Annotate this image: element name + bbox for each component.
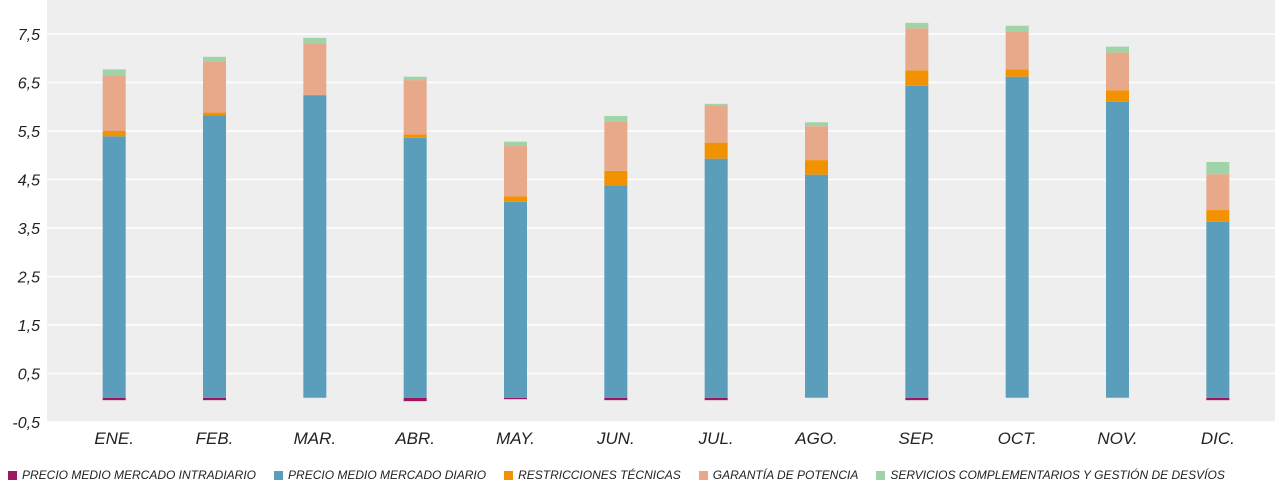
bar-segment (203, 115, 226, 398)
bar-segment (203, 56, 226, 62)
bar-segment (303, 95, 327, 398)
bar-segment (403, 80, 427, 135)
bar-segment (704, 105, 728, 143)
bar-segment (604, 170, 628, 186)
bar-segment (805, 122, 828, 127)
bar-segment (504, 141, 527, 147)
bar-segment (604, 185, 628, 398)
legend-swatch (8, 470, 17, 480)
bar-segment (504, 196, 527, 202)
bar-segment (1005, 76, 1029, 398)
x-axis: ENE. FEB. MAR. ABR. MAY. JUN. JUL. AGO. SEP. OCT.… (94, 429, 1235, 448)
bar-segment (1106, 46, 1129, 53)
x-tick-label: FEB. (196, 429, 234, 448)
legend-item: PRECIO MEDIO MERCADO INTRADIARIO (8, 468, 256, 482)
bar-segment (805, 160, 828, 175)
x-tick-label: MAY. (496, 429, 535, 448)
y-tick-label: 0,5 (18, 367, 40, 384)
y-tick-label: 5,5 (18, 124, 40, 141)
bar-segment (604, 121, 628, 171)
legend-swatch (876, 470, 886, 480)
bar-segment (1206, 221, 1230, 398)
bar-segment (905, 397, 929, 401)
y-tick-label: 2,5 (17, 270, 40, 287)
bar-segment (704, 158, 728, 398)
x-tick-label: ABR. (394, 429, 435, 448)
bar-segment (403, 397, 427, 402)
bar-segment (102, 131, 126, 137)
y-tick-label: 4,5 (18, 173, 40, 190)
bar-segment (604, 115, 628, 122)
bar-segment (704, 397, 728, 401)
plot-area (47, 0, 1275, 422)
chart: -0,5 0,5 1,5 2,5 3,5 4,5 5,5 6,5 7,5 ENE. FEB. MAR… (12, 0, 1275, 448)
legend: PRECIO MEDIO MERCADO INTRADIARIO PRECIO M… (8, 466, 1243, 484)
bar-segment (1106, 90, 1129, 102)
bar-segment (403, 134, 427, 138)
bar-segment (403, 137, 427, 398)
bar-segment (905, 85, 929, 398)
bar-segment (504, 201, 527, 398)
bar-segment (102, 136, 126, 398)
x-tick-label: ENE. (94, 429, 134, 448)
gridlines (47, 33, 1275, 423)
bar-segment (805, 126, 828, 161)
bar-segment (504, 146, 527, 197)
bar-segment (504, 397, 527, 400)
bar-segment (303, 37, 327, 44)
bar-segment (303, 43, 327, 96)
x-tick-label: SEP. (899, 429, 936, 448)
x-tick-label: OCT. (998, 429, 1037, 448)
bar-segment (102, 397, 126, 401)
bar-segment (1206, 397, 1230, 401)
bar-segment (1206, 174, 1230, 211)
bar-segment (1206, 162, 1230, 175)
bar-segment (1005, 69, 1029, 77)
legend-label: RESTRICCIONES TÉCNICAS (518, 468, 681, 482)
x-tick-label: MAR. (294, 429, 337, 448)
legend-label: PRECIO MEDIO MERCADO INTRADIARIO (22, 468, 257, 482)
legend-item: GARANTÍA DE POTENCIA (698, 468, 859, 482)
x-tick-label: JUN. (596, 429, 635, 448)
y-axis: -0,5 0,5 1,5 2,5 3,5 4,5 5,5 6,5 7,5 (12, 27, 40, 432)
bar-segment (1106, 52, 1129, 91)
y-tick-label: 6,5 (18, 76, 40, 93)
x-tick-label: DIC. (1201, 429, 1235, 448)
x-tick-label: JUL. (698, 429, 734, 448)
bar-segment (1206, 210, 1230, 222)
bar-segment (905, 70, 929, 86)
bar-segment (203, 397, 226, 401)
x-tick-label: AGO. (794, 429, 838, 448)
legend-swatch (698, 470, 708, 480)
legend-item: PRECIO MEDIO MERCADO DIARIO (274, 468, 486, 482)
legend-swatch (274, 470, 284, 480)
y-tick-label: 1,5 (18, 318, 40, 335)
legend-label: GARANTÍA DE POTENCIA (712, 468, 859, 482)
legend-label: SERVICIOS COMPLEMENTARIOS Y GESTIÓN DE D… (890, 468, 1225, 482)
bar-segment (102, 75, 126, 131)
bar-segment (1106, 101, 1129, 398)
legend-item: SERVICIOS COMPLEMENTARIOS Y GESTIÓN DE D… (876, 468, 1225, 482)
y-tick-label: -0,5 (12, 415, 40, 432)
bar-segment (1005, 31, 1029, 70)
bar-segment (905, 22, 929, 29)
y-tick-label: 3,5 (18, 221, 40, 238)
legend-item: RESTRICCIONES TÉCNICAS (504, 468, 681, 482)
bar-segment (403, 76, 427, 81)
bar-segment (905, 28, 929, 71)
legend-swatch (504, 470, 514, 480)
bar-segment (203, 61, 226, 113)
bar-segment (604, 397, 628, 401)
bar-segment (102, 69, 126, 76)
bar-segment (203, 112, 226, 116)
bar-segment (805, 174, 828, 398)
bar-segment (704, 103, 728, 106)
bar-segment (704, 142, 728, 159)
bars (102, 22, 1230, 402)
y-tick-label: 7,5 (18, 27, 40, 44)
bar-segment (1005, 25, 1029, 32)
x-tick-label: NOV. (1097, 429, 1137, 448)
legend-label: PRECIO MEDIO MERCADO DIARIO (288, 468, 487, 482)
